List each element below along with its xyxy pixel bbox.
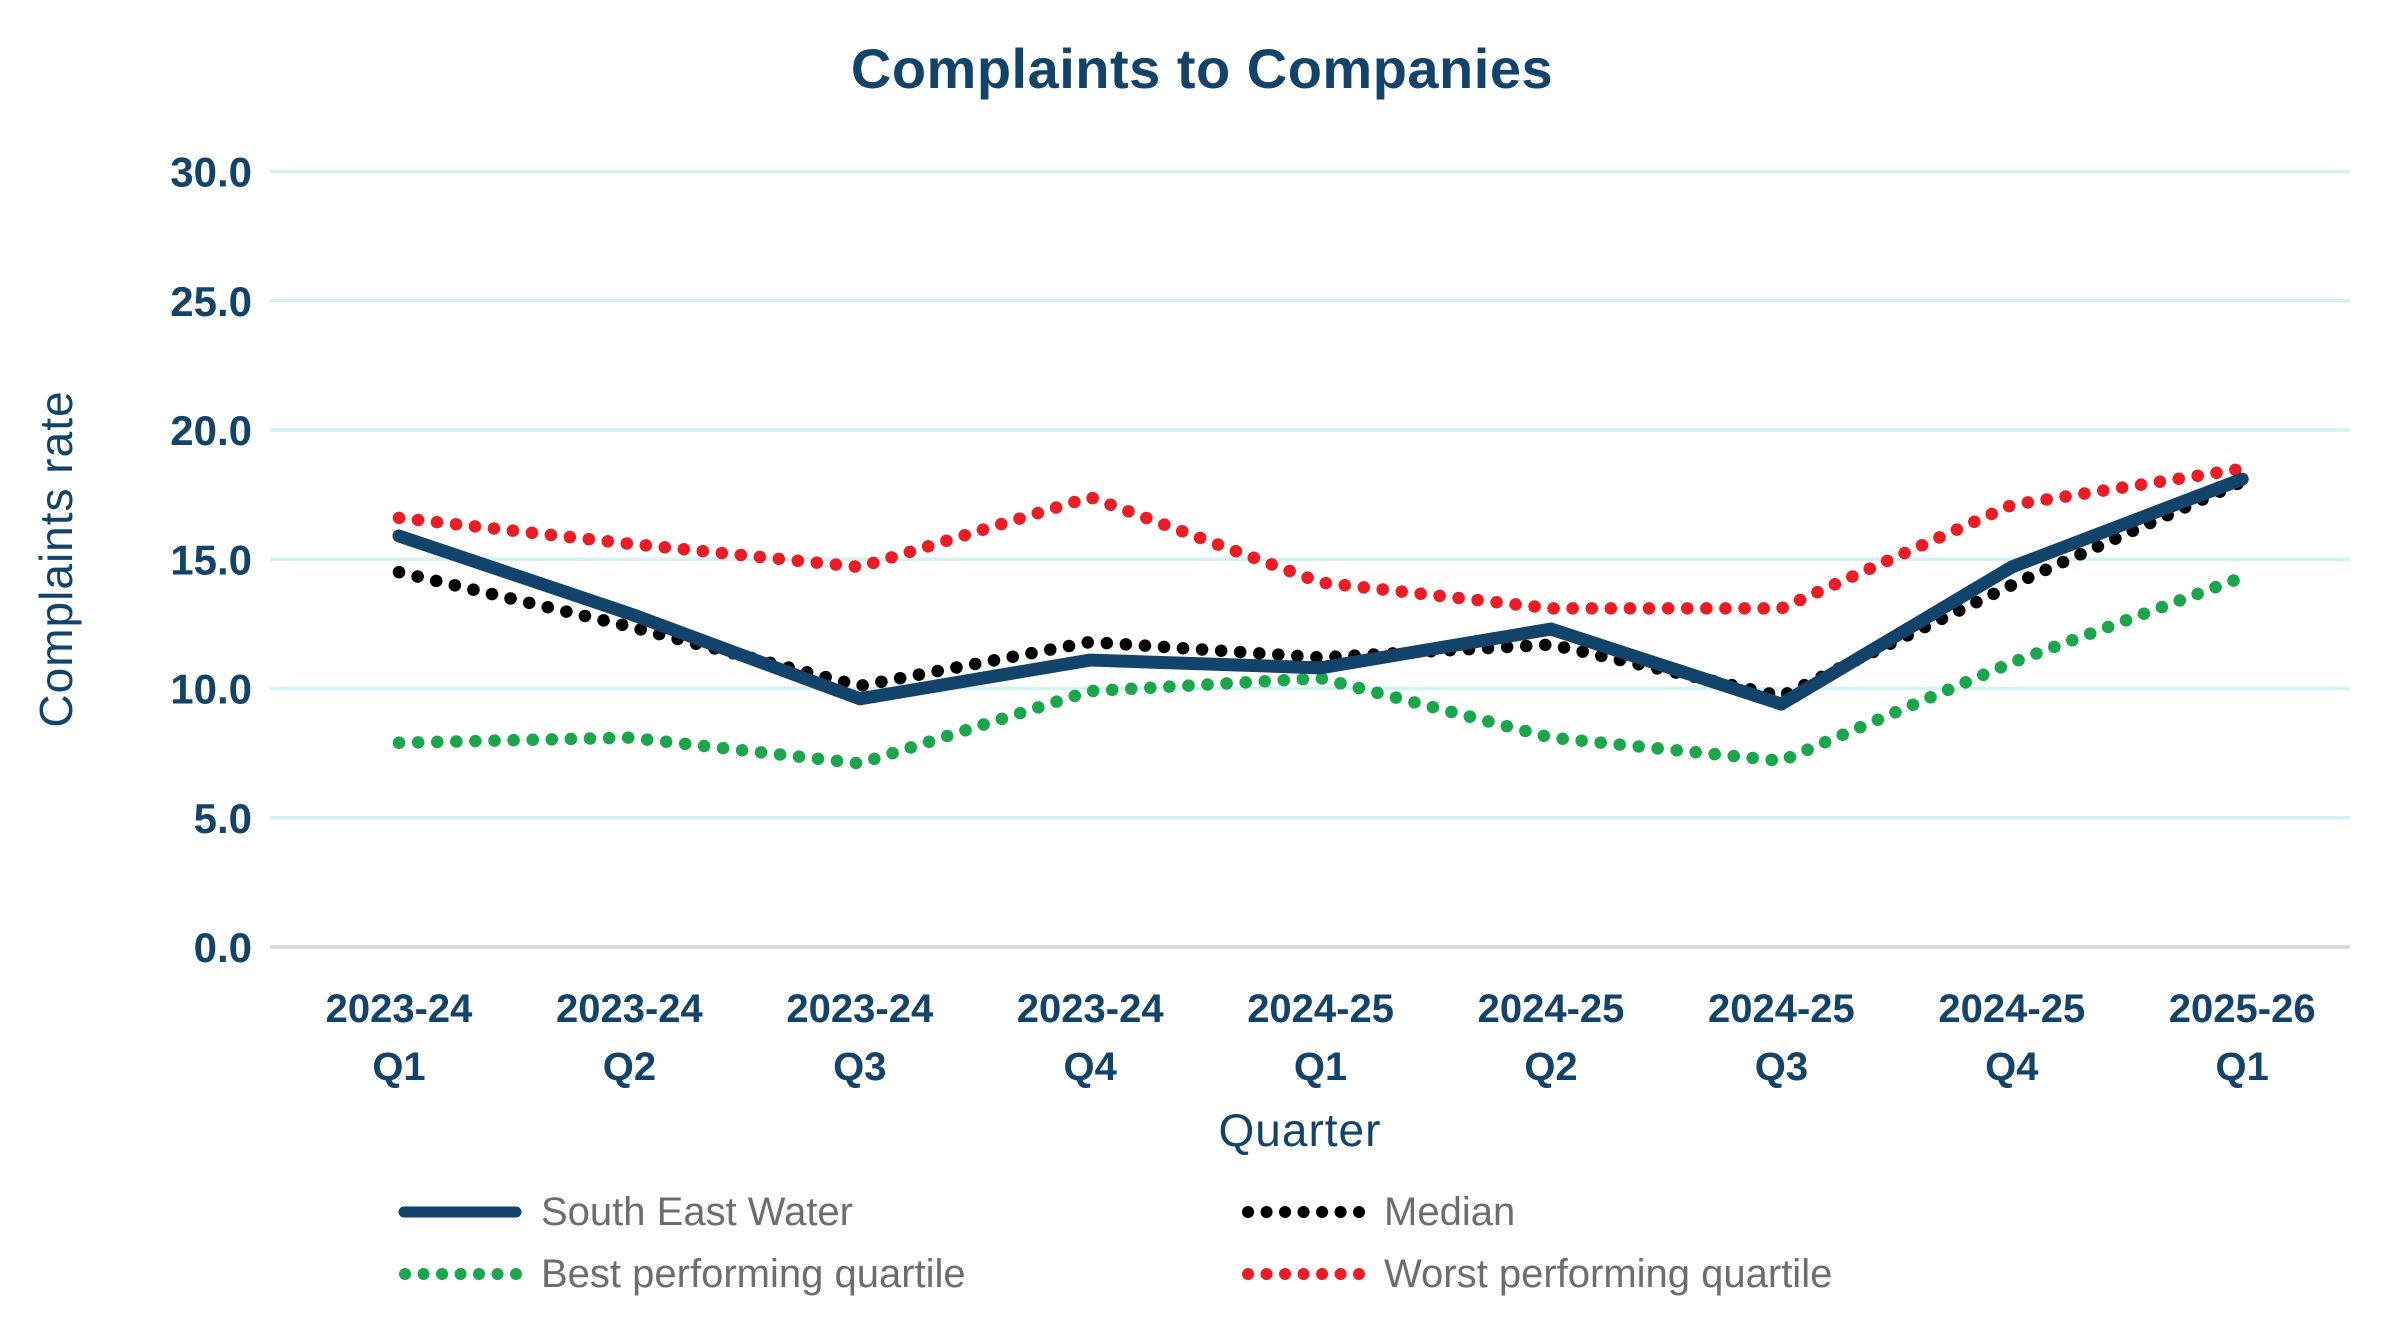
x-tick-label-6: 2024-25 Q3 (1708, 987, 1855, 1089)
x-tick-label-0: 2023-24 Q1 (326, 987, 474, 1089)
legend-item-best-performing-quartile[interactable]: Best performing quartile (397, 1254, 1240, 1294)
series-lines-layer (392, 462, 2249, 770)
y-tick-label-0: 0.0 (194, 924, 252, 971)
y-tick-label-30: 30.0 (170, 149, 252, 196)
legend-swatch-solid-line (398, 1206, 522, 1218)
y-tick-label-20: 20.0 (170, 407, 252, 454)
legend-item-worst-performing-quartile[interactable]: Worst performing quartile (1240, 1254, 2157, 1294)
legend-label: Best performing quartile (541, 1252, 966, 1296)
x-tick-label-1: 2023-24 Q2 (556, 987, 704, 1089)
y-axis-title: Complaints rate (30, 390, 82, 727)
series-line-best-performing-quartile (392, 571, 2249, 770)
x-tick-label-3: 2023-24 Q4 (1017, 987, 1165, 1089)
x-axis-title: Quarter (1219, 1104, 1382, 1156)
x-axis-tick-labels: 2023-24 Q1 2023-24 Q2 2023-24 Q3 2023-24 Q4 2024… (326, 987, 2316, 1089)
x-tick-label-2: 2023-24 Q3 (786, 987, 934, 1089)
x-tick-label-7: 2024-25 Q4 (1938, 987, 2085, 1089)
series-line-south-east-water (392, 472, 2249, 711)
series-line-worst-performing-quartile (392, 462, 2249, 615)
legend-item-median[interactable]: Median (1240, 1192, 2157, 1232)
legend-label: South East Water (541, 1190, 853, 1234)
x-tick-label-4: 2024-25 Q1 (1247, 987, 1394, 1089)
chart-legend: South East Water Median Best performing … (397, 1192, 2157, 1294)
chart-title: Complaints to Companies (850, 37, 1554, 100)
y-tick-label-10: 10.0 (170, 666, 252, 713)
y-tick-label-5: 5.0 (194, 795, 252, 842)
y-tick-label-15: 15.0 (170, 536, 252, 583)
y-axis-tick-labels: 0.0 5.0 10.0 15.0 20.0 25.0 30.0 (170, 149, 252, 972)
legend-item-south-east-water[interactable]: South East Water (397, 1192, 1240, 1232)
x-tick-label-8: 2025-26 Q1 (2169, 987, 2316, 1089)
legend-swatch-dotted-line (1242, 1268, 1365, 1280)
x-tick-label-5: 2024-25 Q2 (1478, 987, 1625, 1089)
legend-label: Median (1384, 1190, 1516, 1234)
legend-label: Worst performing quartile (1384, 1252, 1833, 1296)
y-tick-label-25: 25.0 (170, 278, 252, 325)
gridlines-layer (270, 169, 2350, 949)
legend-swatch-dotted-line (399, 1268, 522, 1280)
legend-swatch-dotted-line (1242, 1206, 1365, 1218)
series-line-median (392, 475, 2249, 703)
